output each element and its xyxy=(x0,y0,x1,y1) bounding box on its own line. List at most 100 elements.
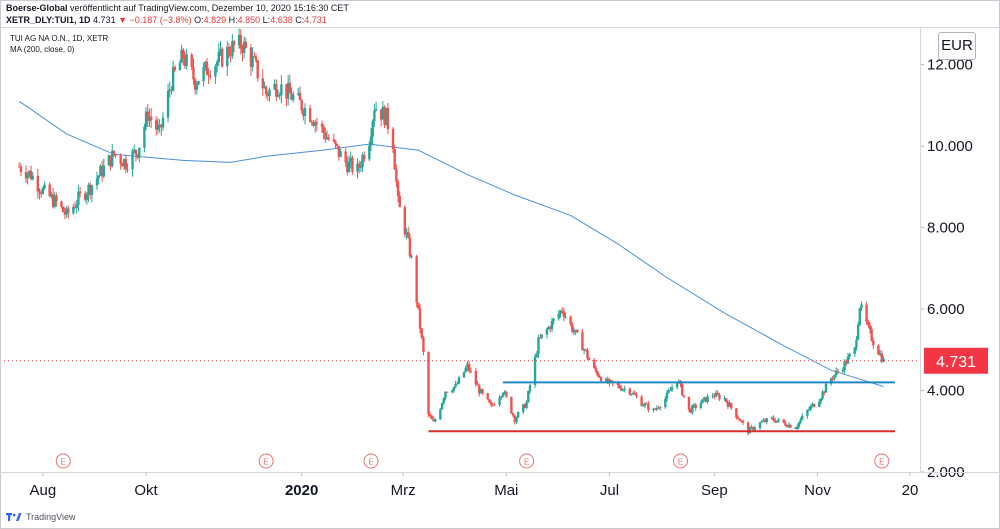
candle-body xyxy=(109,155,112,167)
candle-body xyxy=(620,388,623,391)
candle-body xyxy=(192,66,195,80)
candle-body xyxy=(215,61,219,67)
candle-body xyxy=(193,79,197,90)
last-price-tag-label: 4.731 xyxy=(936,354,976,371)
candle-body xyxy=(500,396,503,398)
candle-body xyxy=(290,93,293,100)
candle-body xyxy=(681,384,684,396)
candle-body xyxy=(489,402,493,405)
currency-button[interactable]: EUR xyxy=(938,32,976,60)
candle-body xyxy=(347,161,351,173)
candle-body xyxy=(356,163,359,172)
candle-body xyxy=(664,398,667,408)
candle-body xyxy=(819,398,823,402)
publisher-name: Boerse-Global xyxy=(6,3,68,13)
earnings-marker-label: E xyxy=(368,458,373,467)
candle-body xyxy=(99,166,102,176)
candle-body xyxy=(138,147,141,158)
candle-body xyxy=(752,426,755,430)
earnings-marker[interactable] xyxy=(363,453,379,469)
earnings-marker[interactable] xyxy=(258,453,274,469)
earnings-marker[interactable] xyxy=(519,453,535,469)
candle-body xyxy=(469,370,473,372)
candle-body xyxy=(746,422,750,434)
candle-body xyxy=(574,329,577,332)
candle-body xyxy=(464,367,467,373)
candle-body xyxy=(836,370,840,372)
candle-body xyxy=(134,149,138,155)
published-text: veröffentlicht auf TradingView.com, Deze… xyxy=(70,3,349,13)
candle-body xyxy=(207,74,210,76)
candle-body xyxy=(383,106,386,126)
candle-body xyxy=(445,391,449,393)
candle-body xyxy=(237,34,241,46)
candle-body xyxy=(498,397,501,405)
candle-body xyxy=(156,125,160,130)
candle-body xyxy=(635,394,638,397)
candle-body xyxy=(454,383,457,388)
candle-body xyxy=(143,126,146,148)
high-label: H: xyxy=(228,15,238,25)
candle-body xyxy=(867,321,870,326)
candle-body xyxy=(616,383,620,386)
candle-body xyxy=(829,378,833,384)
y-tick-label: 12.000 xyxy=(927,57,973,74)
candle-body xyxy=(593,359,596,368)
candle-body xyxy=(704,397,708,403)
candle-body xyxy=(185,54,188,66)
candle-body xyxy=(675,381,679,388)
candle-body xyxy=(83,193,87,200)
candle-body xyxy=(374,109,378,111)
earnings-marker-label: E xyxy=(524,458,529,467)
time-axis-divider xyxy=(0,472,1000,473)
candle-body xyxy=(65,208,68,215)
candle-body xyxy=(418,308,422,329)
candle-body xyxy=(571,324,574,332)
candle-body xyxy=(462,372,466,378)
candle-body xyxy=(562,311,566,317)
candle-body xyxy=(503,391,506,394)
candle-body xyxy=(735,408,738,418)
earnings-marker[interactable] xyxy=(673,453,689,469)
footer-brand[interactable]: TradingView xyxy=(6,512,76,522)
close-value: 4.731 xyxy=(304,15,327,25)
instrument-legend: TUI AG NA O.N., 1D, XETR xyxy=(10,34,109,43)
candle-body xyxy=(241,48,244,53)
candle-body xyxy=(760,421,763,423)
candle-body xyxy=(740,420,743,422)
candle-body xyxy=(806,409,809,416)
price-axis-divider xyxy=(920,28,921,472)
candle-body xyxy=(647,403,650,411)
candle-body xyxy=(770,417,774,419)
candle-body xyxy=(694,404,697,408)
candle-body xyxy=(584,349,588,351)
candle-body xyxy=(860,304,863,309)
candle-body xyxy=(136,154,139,158)
candle-body xyxy=(713,395,716,397)
candle-body xyxy=(31,175,34,180)
candle-body xyxy=(772,417,775,421)
earnings-marker[interactable] xyxy=(874,453,890,469)
earnings-marker[interactable] xyxy=(55,453,71,469)
candle-body xyxy=(537,337,540,355)
candle-body xyxy=(90,185,94,195)
candle-body xyxy=(831,378,834,380)
candle-body xyxy=(618,385,621,389)
candle-body xyxy=(50,194,53,197)
candle-body xyxy=(408,237,412,257)
candle-body xyxy=(794,427,797,429)
candle-body xyxy=(596,371,599,376)
candle-body xyxy=(726,401,730,407)
candle-body xyxy=(226,46,229,67)
candle-body xyxy=(609,379,613,381)
candle-body xyxy=(549,326,552,330)
y-tick-label: 4.000 xyxy=(927,383,965,400)
candle-body xyxy=(466,363,469,368)
candle-body xyxy=(359,167,363,169)
candle-body xyxy=(481,389,484,394)
candle-body xyxy=(724,398,728,402)
indicator-legend[interactable]: MA (200, close, 0) xyxy=(10,45,75,54)
candle-body xyxy=(288,82,292,94)
candle-body xyxy=(422,337,425,353)
